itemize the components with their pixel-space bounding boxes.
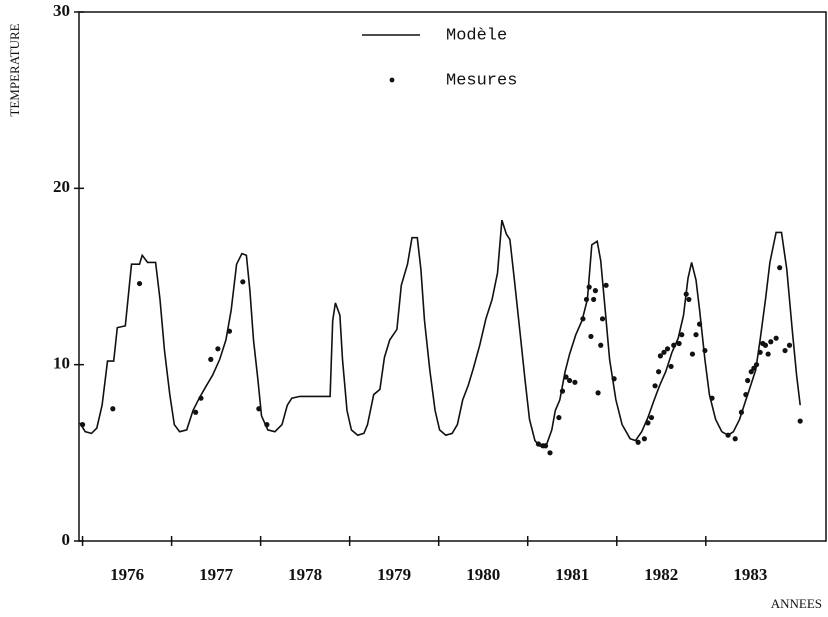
measure-point xyxy=(641,436,647,442)
measure-point xyxy=(751,365,757,371)
legend-dot xyxy=(389,77,395,83)
legend-label: Modèle xyxy=(446,26,507,45)
y-tick-label: 20 xyxy=(53,177,70,196)
x-tick-label: 1978 xyxy=(288,565,322,584)
measure-point xyxy=(786,342,793,348)
legend-label: Mesures xyxy=(446,71,517,90)
measure-point xyxy=(240,279,246,285)
measure-point xyxy=(696,321,703,327)
measure-point xyxy=(110,406,116,412)
measure-point xyxy=(603,282,609,288)
measure-point xyxy=(757,349,763,355)
measure-point xyxy=(598,342,604,348)
measure-point xyxy=(748,369,754,375)
measure-point xyxy=(797,418,803,424)
measure-point xyxy=(563,374,569,380)
measure-point xyxy=(709,395,715,401)
measure-point xyxy=(656,369,662,375)
measure-point xyxy=(580,316,586,322)
measure-point xyxy=(664,346,671,352)
measure-point xyxy=(765,351,771,357)
x-tick-label: 1976 xyxy=(110,565,144,584)
x-tick-label: 1977 xyxy=(199,565,234,584)
measure-point xyxy=(136,280,143,287)
measure-point xyxy=(588,333,594,340)
measure-point xyxy=(566,377,573,384)
measure-point xyxy=(193,409,199,415)
measure-point xyxy=(256,406,262,412)
x-axis-title: ANNEES xyxy=(771,596,822,611)
measure-point xyxy=(686,296,692,303)
measure-point xyxy=(648,414,655,421)
measure-point xyxy=(79,422,86,428)
measure-point xyxy=(693,332,699,338)
measure-point xyxy=(725,432,731,438)
x-tick-label: 1983 xyxy=(733,565,767,584)
measure-point xyxy=(652,383,658,389)
measure-point xyxy=(572,379,578,385)
measure-point xyxy=(208,356,214,362)
measure-point xyxy=(661,349,667,355)
measure-point xyxy=(679,332,685,338)
measure-point xyxy=(226,328,233,334)
measure-point xyxy=(559,388,566,394)
measure-point xyxy=(671,342,677,348)
measure-point xyxy=(768,339,774,345)
measure-point xyxy=(645,420,651,426)
measure-point xyxy=(592,288,599,294)
measure-point xyxy=(198,395,204,401)
measure-point xyxy=(599,316,606,322)
x-tick-label: 1982 xyxy=(644,565,678,584)
measure-point xyxy=(264,422,270,428)
measure-point xyxy=(743,392,749,398)
measure-point xyxy=(668,363,674,370)
measure-point xyxy=(556,414,562,421)
model-line xyxy=(79,219,801,449)
measure-point xyxy=(683,291,689,297)
y-tick-label: 10 xyxy=(53,354,70,373)
measure-point xyxy=(547,450,553,456)
measure-point xyxy=(611,376,617,382)
measure-point xyxy=(777,265,783,271)
measure-point xyxy=(542,443,549,449)
measure-point xyxy=(676,340,682,347)
measure-point xyxy=(773,335,779,341)
measure-point xyxy=(591,296,597,303)
measure-point xyxy=(732,436,738,442)
y-tick-label: 0 xyxy=(62,530,71,549)
x-tick-label: 1979 xyxy=(377,565,411,584)
measure-point xyxy=(689,351,696,357)
measure-point xyxy=(753,362,760,368)
plot-frame xyxy=(78,11,827,542)
y-axis-title: TEMPERATURE xyxy=(7,23,22,116)
measure-point xyxy=(535,441,542,447)
measure-point xyxy=(595,390,601,396)
measure-point xyxy=(702,347,708,354)
y-tick-label: 30 xyxy=(53,1,70,20)
measure-point xyxy=(215,346,221,352)
x-tick-label: 1981 xyxy=(555,565,589,584)
measure-point xyxy=(745,377,751,384)
measure-point xyxy=(738,409,745,415)
x-tick-label: 1980 xyxy=(466,565,500,584)
measure-point xyxy=(586,284,592,290)
measure-point xyxy=(583,296,590,303)
measure-point xyxy=(782,347,788,354)
measure-point xyxy=(762,342,769,348)
measure-point xyxy=(635,439,641,445)
measure-point xyxy=(657,353,663,359)
